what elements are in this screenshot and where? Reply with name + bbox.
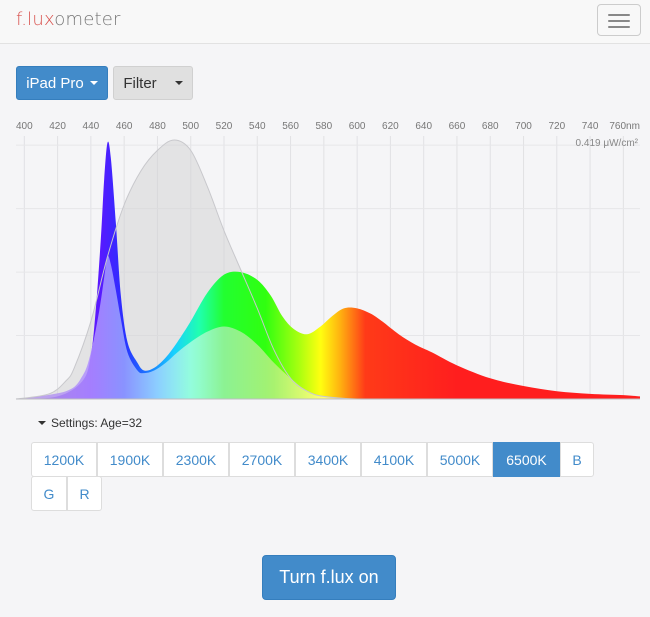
sensitivity-curve-line: [15, 139, 424, 400]
display-spectrum-area: [16, 141, 640, 400]
x-tick-label: 580: [315, 121, 332, 132]
x-tick-label: 720: [548, 121, 565, 132]
preset-button-g[interactable]: G: [31, 476, 67, 511]
x-tick-label: 620: [382, 121, 399, 132]
x-tick-label: 740: [582, 121, 599, 132]
turn-flux-on-label: Turn f.lux on: [279, 567, 379, 587]
preset-button-1900k[interactable]: 1900K: [97, 442, 163, 477]
caret-down-icon: [174, 81, 183, 85]
preset-button-5000k[interactable]: 5000K: [427, 442, 493, 477]
device-dropdown-button[interactable]: iPad Pro: [16, 66, 108, 100]
x-tick-label: 560: [282, 121, 299, 132]
max-value-label: 0.419 μW/cm²: [576, 138, 639, 149]
filtered-spectrum-area: [16, 255, 358, 399]
navbar: f.luxometer: [0, 0, 650, 44]
x-tick-label: 480: [149, 121, 166, 132]
settings-toggle[interactable]: Settings: Age=32: [38, 416, 142, 430]
preset-button-2700k[interactable]: 2700K: [229, 442, 295, 477]
x-tick-label: 500: [182, 121, 199, 132]
x-tick-label: 420: [49, 121, 66, 132]
preset-button-4100k[interactable]: 4100K: [361, 442, 427, 477]
x-tick-label: 600: [349, 121, 366, 132]
preset-button-r[interactable]: R: [67, 476, 102, 511]
device-label: iPad Pro: [26, 74, 84, 92]
brand-prefix: f.lux: [16, 9, 55, 30]
hamburger-icon: [608, 26, 630, 28]
preset-button-2300k[interactable]: 2300K: [163, 442, 229, 477]
caret-down-icon: [89, 81, 98, 85]
x-tick-label: 700: [515, 121, 532, 132]
preset-button-6500k[interactable]: 6500K: [493, 442, 560, 477]
preset-button-1200k[interactable]: 1200K: [31, 442, 97, 477]
settings-label: Settings: Age=32: [51, 416, 143, 430]
preset-button-b[interactable]: B: [560, 442, 594, 477]
x-tick-label: 540: [249, 121, 266, 132]
x-tick-label: 680: [482, 121, 499, 132]
preset-button-3400k[interactable]: 3400K: [295, 442, 361, 477]
x-tick-label: 520: [216, 121, 233, 132]
brand-suffix: ometer: [54, 9, 121, 30]
hamburger-icon: [608, 14, 630, 16]
x-tick-label: 660: [449, 121, 466, 132]
x-tick-label: 440: [83, 121, 100, 132]
brand-logo[interactable]: f.luxometer: [16, 9, 121, 30]
x-tick-label: 460: [116, 121, 133, 132]
caret-down-icon: [38, 421, 46, 425]
hamburger-icon: [608, 20, 630, 22]
x-tick-label: 760nm: [609, 121, 640, 132]
spectrum-chart: 400 420 440 460 480 500 520 540 560 580 600 620 640 6…: [15, 121, 640, 400]
turn-flux-on-button[interactable]: Turn f.lux on: [262, 555, 396, 600]
filter-label: Filter: [123, 74, 157, 92]
menu-toggle-button[interactable]: [597, 4, 641, 36]
x-tick-label: 400: [16, 121, 33, 132]
filter-dropdown-button[interactable]: Filter: [113, 66, 193, 100]
x-tick-label: 640: [415, 121, 432, 132]
